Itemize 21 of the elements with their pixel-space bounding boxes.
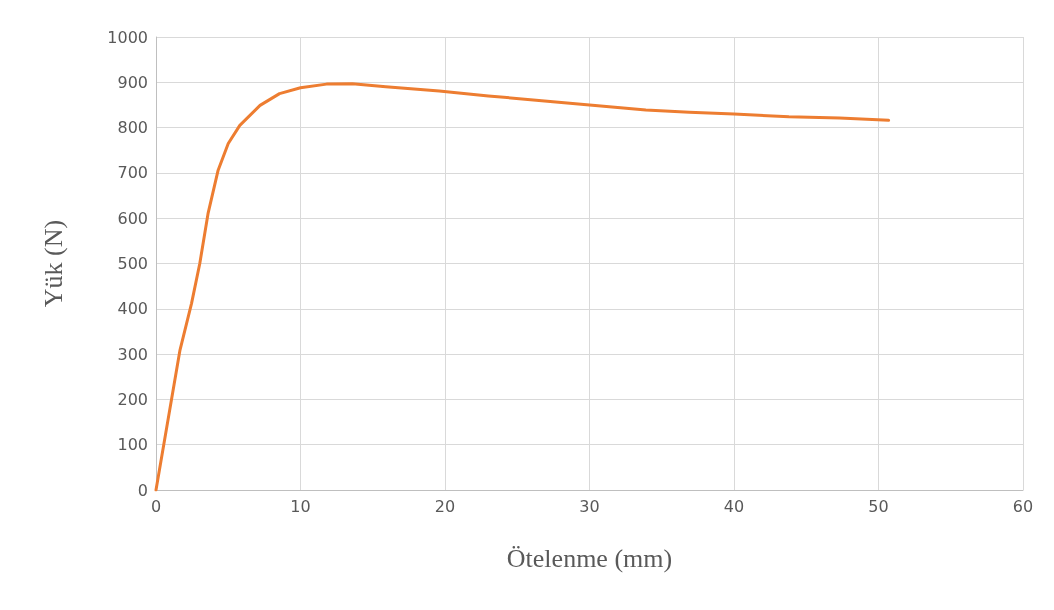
x-tick-label: 0 (150, 496, 162, 516)
y-tick-label: 100 (117, 435, 148, 455)
y-tick-label: 200 (117, 389, 148, 409)
y-tick-label: 600 (117, 208, 148, 228)
y-tick-label: 0 (137, 480, 148, 500)
line-series (154, 82, 891, 492)
x-tick-label: 10 (290, 496, 311, 516)
x-tick-label: 60 (1012, 496, 1034, 516)
y-tick-label: 500 (117, 254, 148, 273)
y-tick-label: 700 (117, 163, 148, 183)
x-axis-title: Ötelenme (mm) (506, 543, 673, 573)
y-tick-label: 1000 (107, 27, 148, 47)
x-tick-label: 20 (434, 496, 456, 516)
y-tick-label: 400 (117, 299, 148, 319)
x-tick-label: 40 (723, 496, 745, 516)
y-axis-title: Yük (N) (38, 219, 68, 308)
x-tick-label: 50 (868, 496, 889, 516)
y-tick-label: 900 (117, 72, 148, 92)
x-tick-label: 30 (579, 496, 600, 516)
y-tick-label: 800 (117, 118, 148, 138)
y-tick-label: 300 (117, 344, 148, 364)
